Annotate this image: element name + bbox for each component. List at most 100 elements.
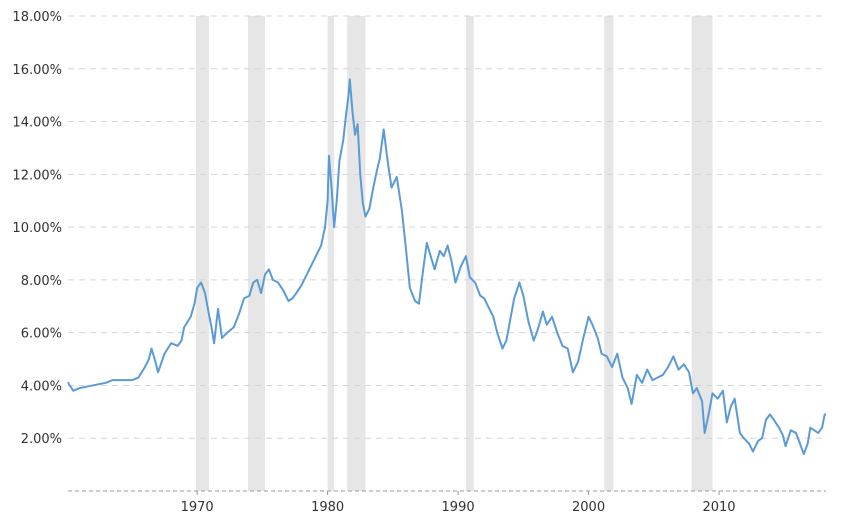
data-point: [817, 432, 819, 434]
data-point: [813, 429, 816, 432]
data-point: [454, 281, 457, 284]
data-point: [630, 403, 633, 405]
data-point: [446, 244, 449, 247]
series-layer: [67, 78, 826, 456]
data-point: [256, 279, 258, 281]
data-point: [433, 268, 436, 271]
data-point: [778, 426, 780, 429]
data-point: [487, 305, 489, 308]
data-point: [703, 432, 706, 434]
data-point: [752, 450, 754, 453]
data-point: [483, 297, 485, 300]
data-point: [591, 323, 594, 326]
data-point: [726, 421, 728, 424]
recession-band: [604, 16, 614, 491]
recession-band: [327, 16, 335, 491]
data-point: [551, 316, 553, 318]
data-point: [277, 281, 279, 284]
x-tick-label: 1970: [181, 500, 214, 515]
data-point: [542, 310, 544, 313]
data-point: [707, 413, 710, 416]
data-point: [809, 426, 812, 429]
y-tick-label: 14.00%: [12, 116, 62, 131]
recession-band: [347, 16, 366, 491]
data-point: [217, 308, 219, 310]
data-point: [474, 281, 476, 284]
data-point: [238, 313, 240, 315]
data-point: [243, 297, 245, 300]
data-point: [677, 368, 680, 371]
data-point: [409, 287, 411, 289]
y-tick-label: 10.00%: [12, 221, 62, 236]
data-point: [105, 382, 107, 384]
data-point: [651, 379, 654, 381]
data-point: [118, 379, 120, 381]
data-point: [806, 442, 809, 445]
data-point: [692, 392, 694, 395]
data-point: [328, 155, 330, 157]
data-point: [252, 281, 255, 284]
data-point: [656, 376, 659, 379]
y-tick-label: 8.00%: [21, 274, 62, 289]
data-point: [213, 342, 215, 345]
data-point: [401, 210, 403, 213]
data-point: [183, 326, 185, 329]
data-point: [784, 445, 787, 447]
data-point: [351, 110, 354, 112]
data-point: [200, 281, 202, 284]
data-point: [439, 250, 441, 252]
data-point: [282, 289, 285, 292]
data-point: [682, 363, 685, 366]
data-point: [316, 252, 318, 255]
data-point: [566, 347, 569, 350]
axes: [68, 490, 826, 495]
data-point: [418, 302, 420, 305]
data-point: [641, 382, 643, 384]
data-point: [696, 387, 698, 389]
data-point: [505, 339, 508, 342]
data-point: [572, 371, 574, 374]
data-point: [803, 453, 805, 455]
data-point: [626, 387, 629, 389]
data-point: [536, 329, 539, 331]
y-tick-label: 4.00%: [21, 379, 62, 394]
data-point: [442, 255, 445, 257]
data-point: [342, 139, 345, 141]
data-point: [636, 374, 638, 376]
data-point: [72, 389, 75, 392]
data-point: [226, 331, 228, 334]
series-line: [68, 78, 826, 456]
data-point: [347, 94, 350, 96]
data-point: [364, 215, 367, 218]
data-point: [176, 345, 179, 347]
data-point: [338, 160, 341, 162]
data-point: [782, 434, 784, 437]
data-point: [546, 323, 548, 326]
y-tick-label: 2.00%: [21, 432, 62, 447]
data-point: [469, 276, 471, 279]
data-point: [148, 358, 150, 360]
data-point: [527, 321, 530, 323]
data-point: [587, 316, 590, 318]
data-point: [450, 260, 453, 263]
data-point: [67, 382, 69, 384]
data-point: [621, 376, 624, 379]
data-point: [596, 337, 599, 339]
data-point: [91, 384, 94, 387]
y-tick-label: 18.00%: [12, 10, 62, 25]
data-point: [577, 360, 579, 363]
data-point: [561, 345, 564, 347]
data-point: [711, 392, 714, 395]
data-point: [459, 265, 462, 268]
data-point: [748, 442, 750, 445]
data-point: [722, 389, 724, 392]
data-point: [264, 273, 266, 276]
y-tick-label: 16.00%: [12, 63, 62, 78]
tick-labels: 2.00% 4.00% 6.00% 8.00% 10.00% 12.00% 14.00% 16…: [12, 10, 735, 515]
y-tick-label: 6.00%: [21, 327, 62, 342]
data-point: [326, 199, 329, 202]
data-point: [268, 268, 270, 271]
data-point: [150, 347, 153, 350]
data-point: [359, 173, 362, 176]
data-point: [154, 360, 157, 363]
